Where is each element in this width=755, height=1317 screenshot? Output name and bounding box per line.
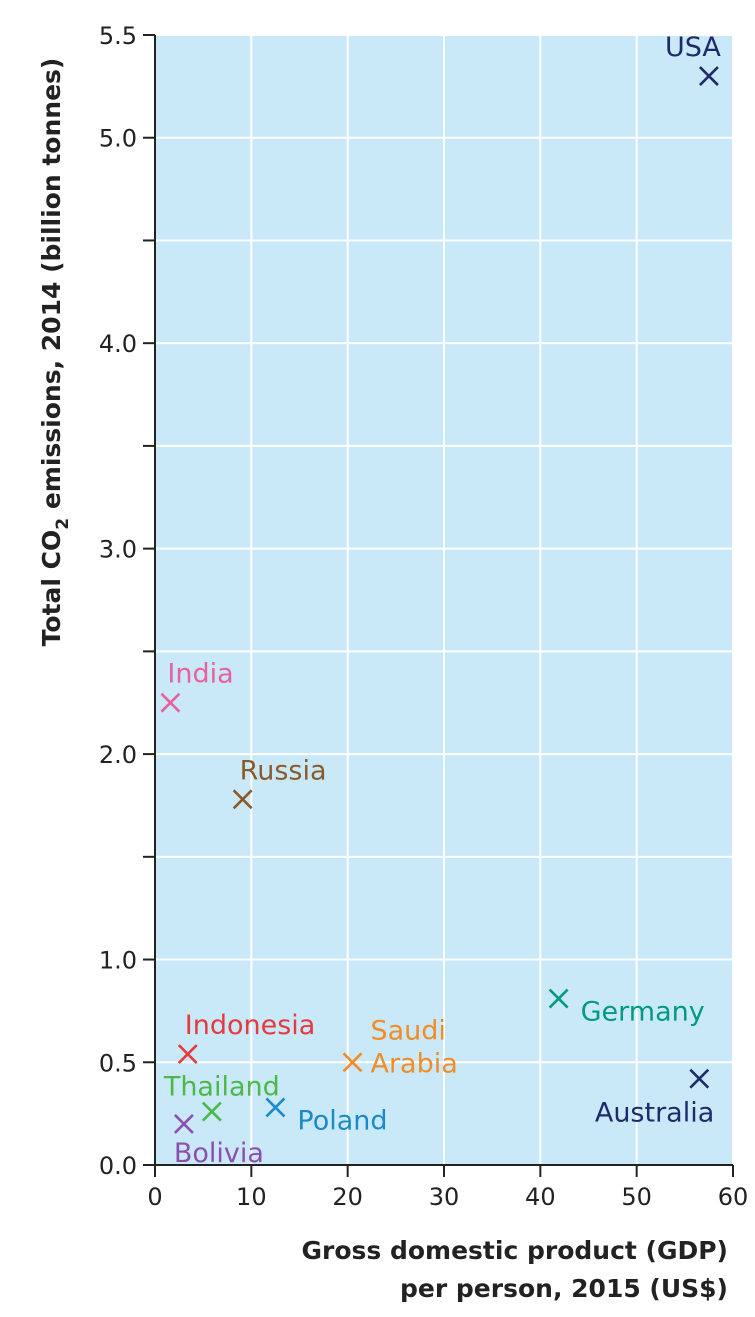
data-point-russia: Russia [232,755,327,810]
point-label: Arabia [370,1048,457,1079]
y-tick-label: 2.0 [99,741,137,769]
data-point-poland: Poland [265,1097,388,1136]
x-axis-title: Gross domestic product (GDP) [301,1236,728,1265]
x-axis-title: per person, 2015 (US$) [400,1274,728,1303]
y-tick-label: 3.0 [99,536,137,564]
point-label: USA [665,32,721,63]
x-tick-label: 50 [621,1183,652,1211]
x-marker [698,66,719,87]
point-label: Indonesia [185,1010,316,1041]
point-label: Germany [581,997,705,1028]
data-point-bolivia: Bolivia [173,1113,264,1169]
x-marker [177,1044,198,1064]
data-points: USA India Russia Germany Indonesia SaudiArabi… [160,32,721,1169]
x-tick-label: 40 [525,1183,556,1211]
y-axis-title-prefix: Total CO [37,530,66,647]
x-marker [160,692,181,713]
x-tick-label: 30 [429,1183,460,1211]
data-point-germany: Germany [548,988,705,1028]
x-marker [689,1068,710,1089]
y-tick-label: 4.0 [99,330,137,358]
data-point-usa: USA [665,32,721,87]
y-tick-label: 1.0 [99,947,137,975]
x-marker [201,1101,222,1122]
y-axis-title-suffix: emissions, 2014 (billion tonnes) [37,58,66,518]
y-tick-label: 5.0 [99,125,137,153]
data-point-australia: Australia [595,1068,714,1129]
grid-lines [155,34,734,1165]
data-point-thailand: Thailand [163,1072,280,1122]
point-label: Russia [240,755,327,786]
x-tick-label: 10 [236,1183,267,1211]
x-marker [232,789,253,810]
x-marker [548,988,569,1009]
x-marker [265,1097,286,1118]
axis-titles: Gross domestic product (GDP) per person, … [37,58,728,1303]
tick-labels: 0.0 0.5 1.0 2.0 3.0 4.0 5.0 5.5 0 10 20 30 40 50 60 [99,22,748,1211]
x-tick-label: 0 [147,1183,162,1211]
x-tick-label: 20 [332,1183,363,1211]
y-tick-label: 0.5 [99,1049,137,1077]
point-label: Saudi [370,1015,445,1046]
data-point-india: India [160,659,234,713]
point-label: Australia [595,1098,714,1129]
point-label: Poland [297,1105,387,1136]
y-tick-label: 5.5 [99,22,137,50]
y-axis-title: Total CO2 emissions, 2014 (billion tonne… [37,58,73,647]
data-point-indonesia: Indonesia [177,1010,316,1064]
point-label: India [167,659,233,690]
y-axis-title-subscript: 2 [53,518,73,530]
x-marker [173,1113,194,1134]
point-label: Thailand [163,1072,280,1103]
x-marker [342,1052,363,1073]
y-tick-label: 0.0 [99,1152,137,1180]
axes [143,34,734,1177]
x-tick-label: 60 [718,1183,749,1211]
point-label: Bolivia [174,1138,264,1169]
